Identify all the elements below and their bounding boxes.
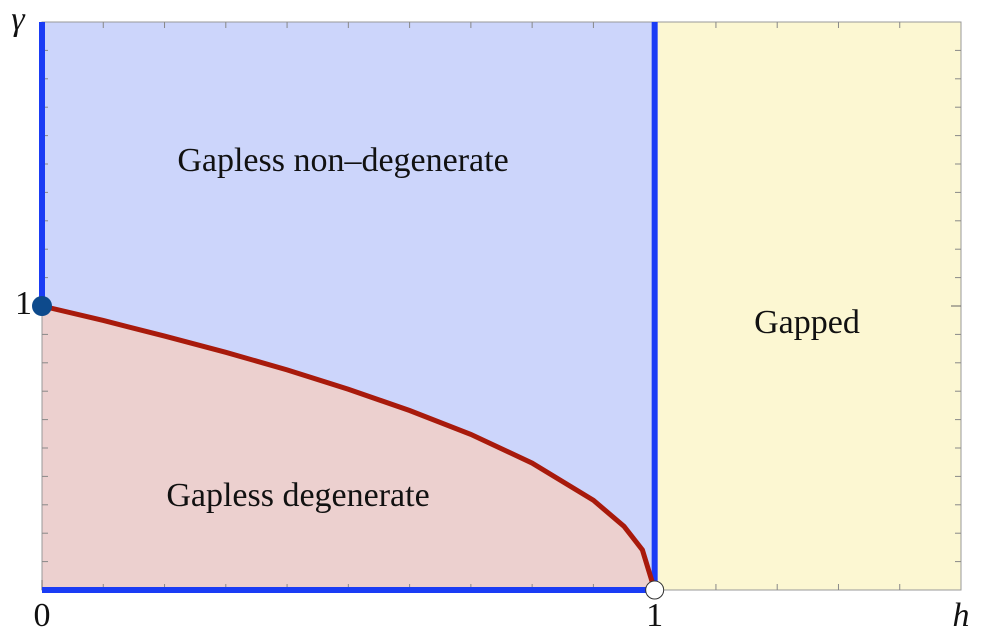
y-axis-label: γ xyxy=(11,1,26,38)
x-tick-label: 0 xyxy=(34,597,51,634)
y-tick-label: 1 xyxy=(15,285,32,322)
region-label: Gapless non–degenerate xyxy=(177,142,508,179)
region-label: Gapped xyxy=(754,304,860,341)
region-label: Gapless degenerate xyxy=(166,477,429,514)
region xyxy=(654,22,961,590)
critical-point xyxy=(32,296,52,316)
x-axis-label: h xyxy=(953,597,970,634)
x-tick-label: 1 xyxy=(646,597,663,634)
critical-point xyxy=(645,580,665,600)
phase-boundary xyxy=(41,303,658,591)
region xyxy=(42,306,655,590)
